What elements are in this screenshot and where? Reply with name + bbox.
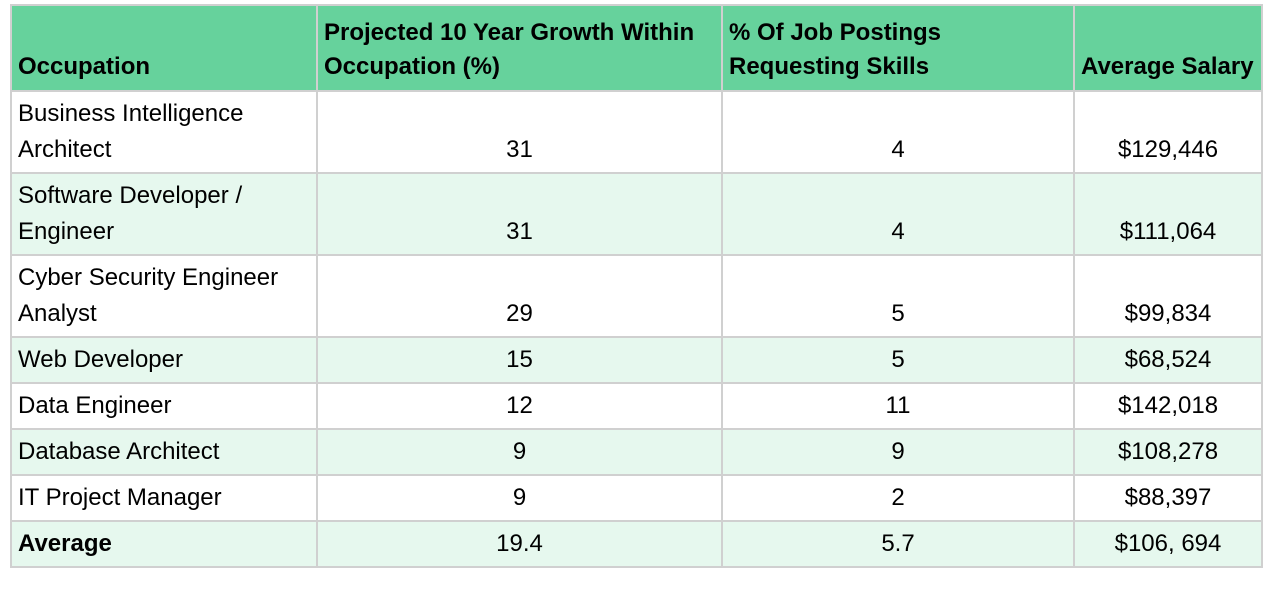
table-row: Business Intelligence Architect 31 4 $12…: [10, 90, 1263, 174]
occupation-cell: Database Architect: [10, 428, 318, 476]
occupation-cell: Business Intelligence Architect: [10, 90, 318, 174]
header-growth: Projected 10 Year Growth Within Occupati…: [316, 4, 723, 92]
postings-cell: 11: [721, 382, 1075, 430]
table-row: Database Architect 9 9 $108,278: [10, 428, 1263, 476]
average-row: Average 19.4 5.7 $106, 694: [10, 520, 1263, 568]
header-row: Occupation Projected 10 Year Growth With…: [10, 4, 1263, 92]
average-label: Average: [10, 520, 318, 568]
occupation-cell: Cyber Security Engineer Analyst: [10, 254, 318, 338]
header-salary: Average Salary: [1073, 4, 1263, 92]
salary-cell: $99,834: [1073, 254, 1263, 338]
average-postings: 5.7: [721, 520, 1075, 568]
average-salary: $106, 694: [1073, 520, 1263, 568]
occupation-table: Occupation Projected 10 Year Growth With…: [10, 4, 1263, 568]
occupation-cell: IT Project Manager: [10, 474, 318, 522]
occupation-cell: Web Developer: [10, 336, 318, 384]
postings-cell: 4: [721, 172, 1075, 256]
table-container: Occupation Projected 10 Year Growth With…: [10, 4, 1263, 568]
salary-cell: $142,018: [1073, 382, 1263, 430]
table-row: IT Project Manager 9 2 $88,397: [10, 474, 1263, 522]
average-growth: 19.4: [316, 520, 723, 568]
salary-cell: $88,397: [1073, 474, 1263, 522]
table-row: Web Developer 15 5 $68,524: [10, 336, 1263, 384]
header-occupation: Occupation: [10, 4, 318, 92]
postings-cell: 5: [721, 254, 1075, 338]
occupation-cell: Data Engineer: [10, 382, 318, 430]
table-row: Cyber Security Engineer Analyst 29 5 $99…: [10, 254, 1263, 338]
occupation-cell: Software Developer / Engineer: [10, 172, 318, 256]
salary-cell: $68,524: [1073, 336, 1263, 384]
salary-cell: $108,278: [1073, 428, 1263, 476]
salary-cell: $111,064: [1073, 172, 1263, 256]
postings-cell: 9: [721, 428, 1075, 476]
growth-cell: 12: [316, 382, 723, 430]
growth-cell: 9: [316, 474, 723, 522]
table-row: Software Developer / Engineer 31 4 $111,…: [10, 172, 1263, 256]
postings-cell: 2: [721, 474, 1075, 522]
growth-cell: 9: [316, 428, 723, 476]
postings-cell: 4: [721, 90, 1075, 174]
table-row: Data Engineer 12 11 $142,018: [10, 382, 1263, 430]
salary-cell: $129,446: [1073, 90, 1263, 174]
header-postings: % Of Job Postings Requesting Skills: [721, 4, 1075, 92]
growth-cell: 31: [316, 90, 723, 174]
growth-cell: 15: [316, 336, 723, 384]
postings-cell: 5: [721, 336, 1075, 384]
growth-cell: 31: [316, 172, 723, 256]
growth-cell: 29: [316, 254, 723, 338]
